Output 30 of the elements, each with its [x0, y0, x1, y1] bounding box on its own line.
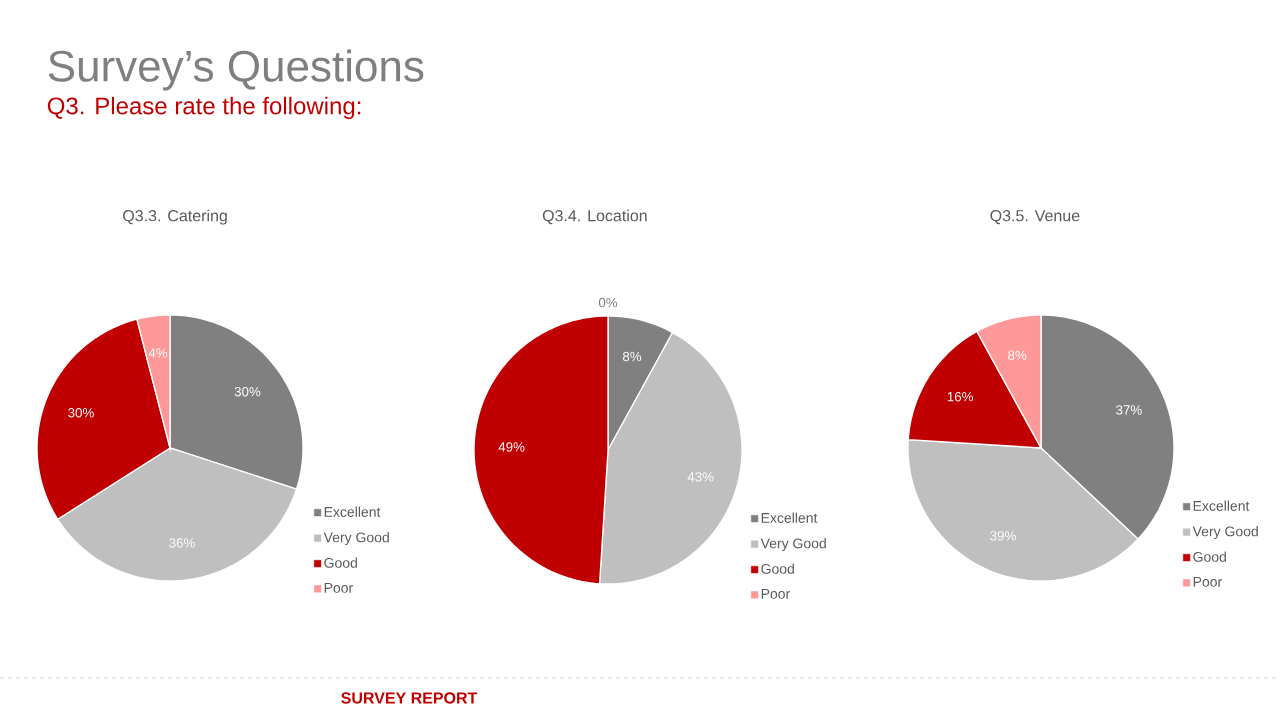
chart-title: Q3.5. Venue [990, 209, 1080, 225]
legend-label: Poor [1193, 577, 1222, 587]
data-label: 37% [1116, 405, 1142, 415]
data-label: 39% [990, 531, 1016, 541]
legend-label: Good [1193, 551, 1226, 562]
data-label: 8% [1008, 350, 1027, 360]
legend-label: Excellent [1193, 500, 1250, 511]
legend-label: Poor [324, 583, 353, 593]
legend-label: Very Good [760, 538, 826, 552]
legend-label: Poor [761, 589, 790, 599]
legend-label: Good [324, 557, 357, 568]
text: 0% [598, 297, 618, 308]
data-label: 43% [687, 472, 714, 482]
data-label: 8% [622, 351, 642, 362]
data-label: 4% [148, 348, 168, 358]
legend-label: Excellent [324, 506, 381, 517]
data-label: 36% [169, 538, 195, 548]
data-label: 30% [234, 386, 261, 397]
data-label: 16% [947, 391, 974, 402]
data-label: 30% [68, 408, 94, 418]
legend-label: Very Good [323, 532, 389, 546]
chart-title: Q3.3. Catering [123, 209, 227, 225]
legend-label: Excellent [761, 512, 818, 523]
legend-label: Good [761, 563, 794, 574]
legend-label: Very Good [1192, 526, 1258, 540]
chart-title: Q3.4. Location [542, 209, 647, 225]
text: SURVEY REPORT [341, 692, 478, 704]
data-label: 49% [498, 442, 525, 452]
text: Survey’s Questions [48, 49, 424, 91]
text: Q3. Please rate the following: [47, 96, 361, 120]
